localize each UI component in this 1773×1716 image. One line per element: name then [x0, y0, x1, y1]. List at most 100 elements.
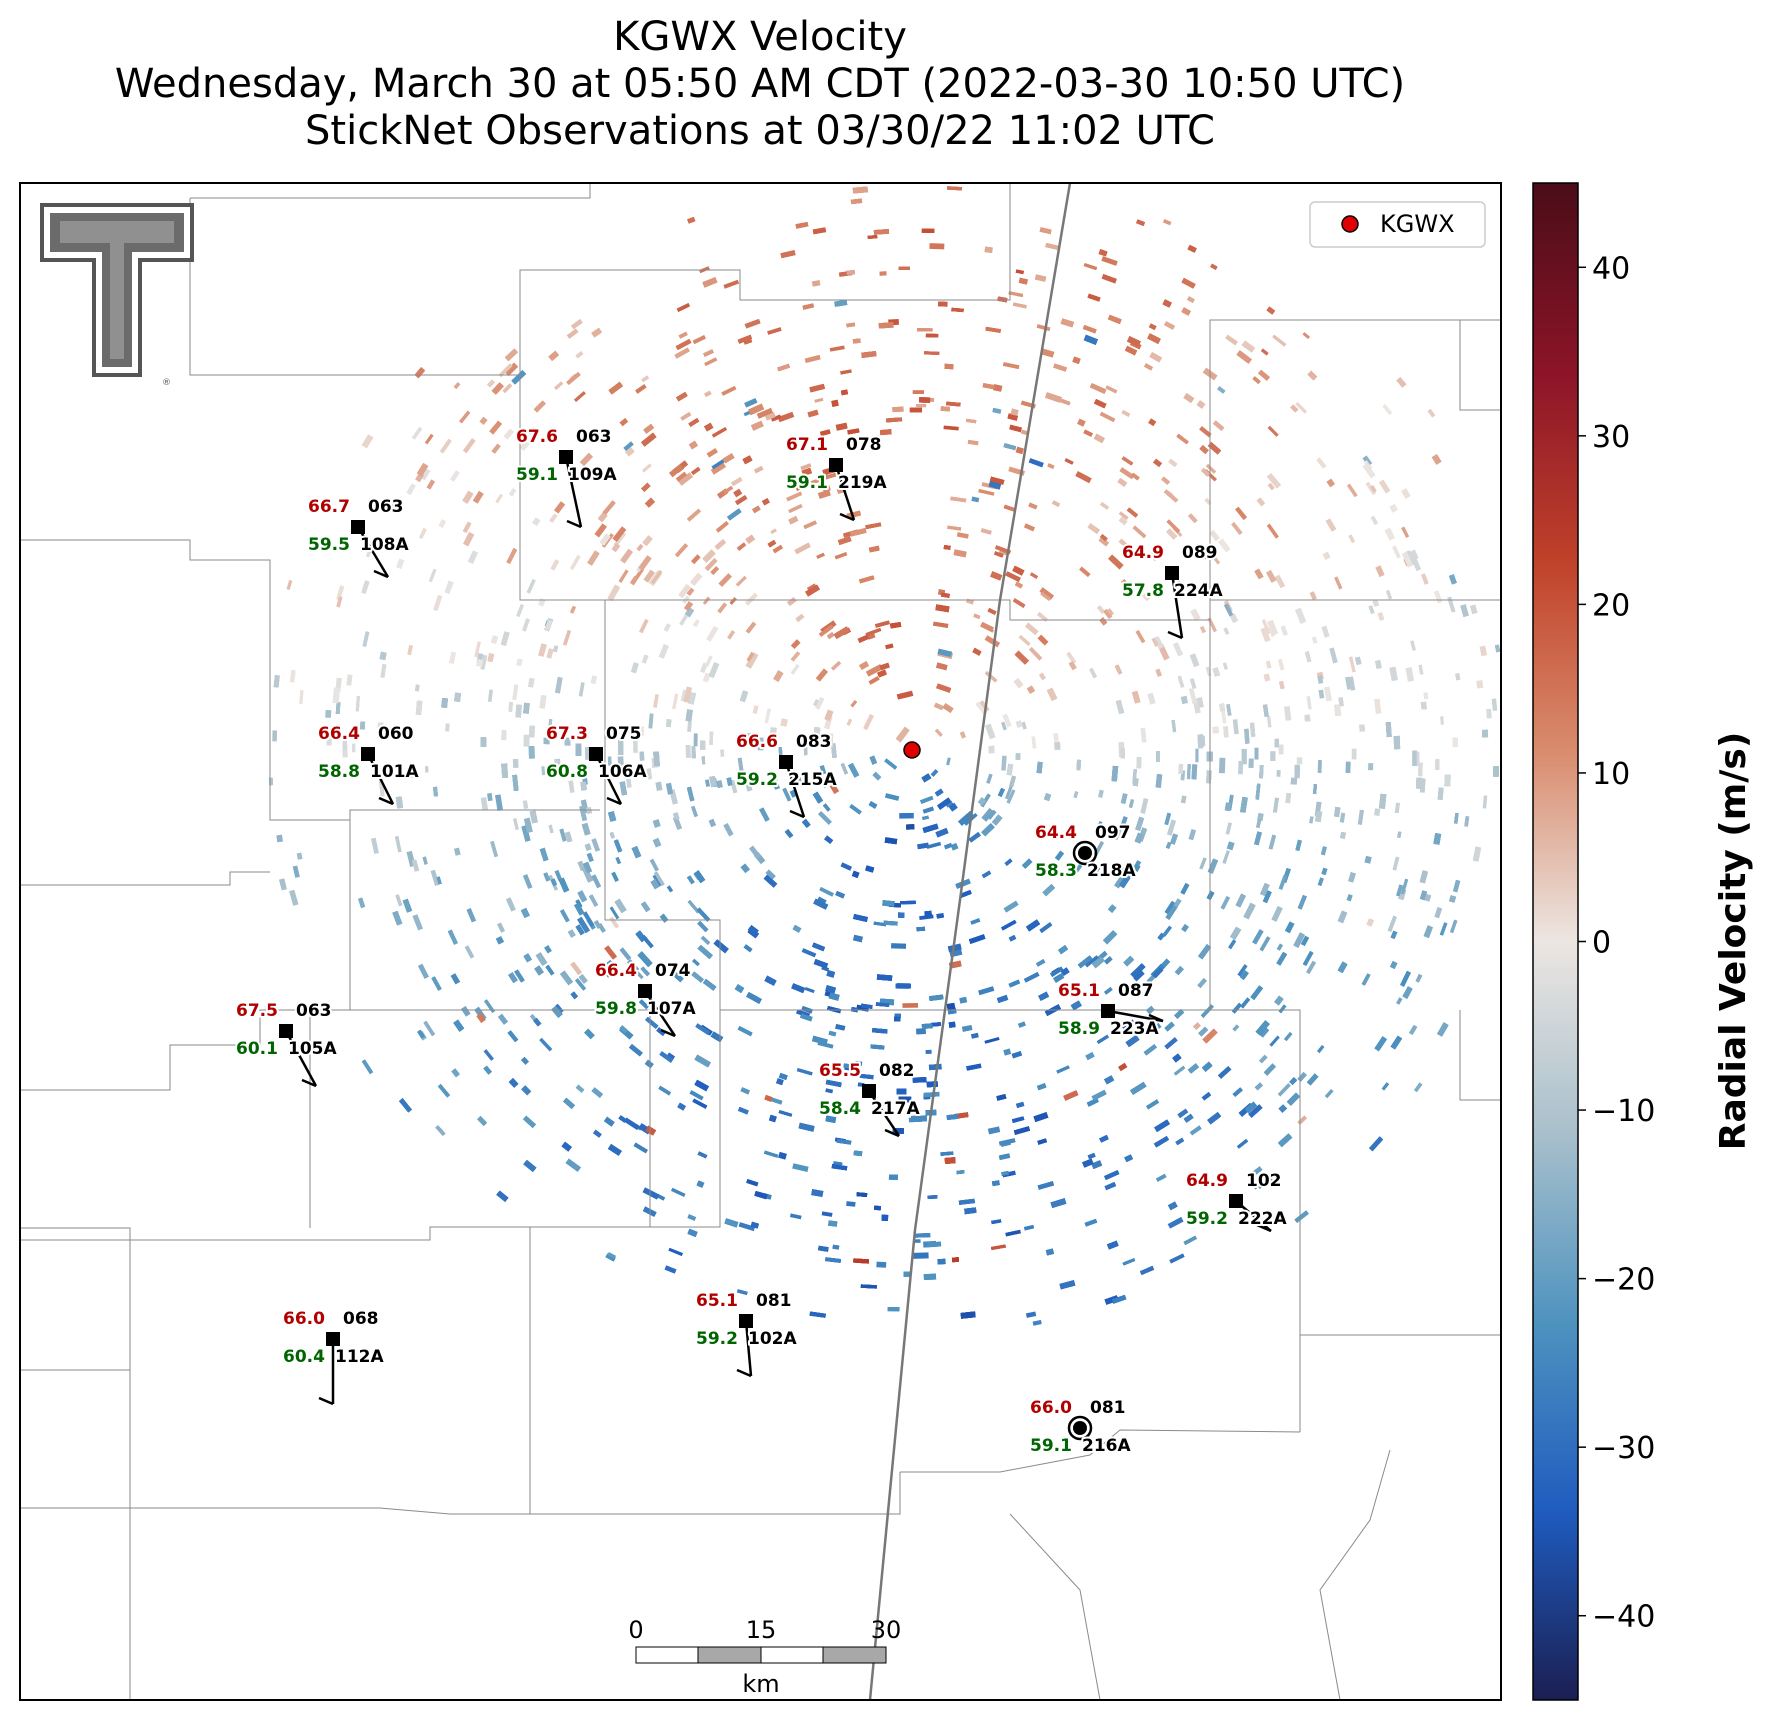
station-108a: 66.7 063 59.5 108A: [306, 495, 411, 579]
station-id: 215A: [788, 770, 837, 790]
station-id: 101A: [370, 762, 419, 782]
texas-tech-logo: ®: [40, 203, 194, 388]
station-102a: 65.1 081 59.2 102A: [694, 1289, 799, 1378]
station-dewpoint: 57.8: [1122, 581, 1164, 601]
calm-wind-icon: [1067, 1415, 1093, 1441]
colorbar-tick-label: 20: [1592, 588, 1630, 623]
wind-barb-icon: [784, 761, 806, 818]
station-dewpoint: 58.8: [318, 762, 360, 782]
station-id: 224A: [1174, 581, 1223, 601]
station-dewpoint: 58.3: [1035, 861, 1077, 881]
station-id: 108A: [360, 535, 409, 555]
colorbar-tick-label: 40: [1592, 251, 1630, 286]
map-legend: KGWX: [1309, 201, 1486, 248]
colorbar-tick-label: −40: [1592, 1600, 1655, 1635]
station-dewpoint: 59.8: [595, 999, 637, 1019]
wind-barb-icon: [564, 456, 583, 528]
colorbar: 40 30 20 10 0 −10 −20 −30 −40 Radial Velocity (m…: [1532, 182, 1754, 1701]
station-marker-icon: [559, 450, 573, 464]
station-218a: 64.4 097 58.3 218A: [1033, 821, 1138, 883]
station-id: 218A: [1087, 861, 1136, 881]
station-id: 216A: [1082, 1436, 1131, 1456]
station-wind-direction: 063: [368, 497, 404, 517]
calm-wind-icon: [1072, 840, 1098, 866]
title-line-2: Wednesday, March 30 at 05:50 AM CDT (202…: [114, 61, 1406, 107]
legend-marker-icon: [1341, 215, 1359, 233]
station-temperature: 66.0: [1030, 1398, 1072, 1418]
station-marker-icon: [1101, 1004, 1115, 1018]
station-marker-icon: [829, 458, 843, 472]
station-wind-direction: 060: [378, 724, 414, 744]
station-id: 112A: [335, 1347, 384, 1367]
station-dewpoint: 60.8: [546, 762, 588, 782]
wind-barb-flag-icon: [789, 809, 805, 819]
station-marker-icon: [779, 755, 793, 769]
wind-barb-flag-icon: [606, 796, 622, 806]
map-panel: 67.6 063 59.1 109A 67.1 078 59.1 219A 66.7 063 59.…: [19, 182, 1502, 1701]
station-dewpoint: 59.2: [696, 1329, 738, 1349]
station-temperature: 67.3: [546, 724, 588, 744]
wind-barb-flag-icon: [373, 569, 389, 579]
station-marker-icon: [638, 984, 652, 998]
station-wind-direction: 102: [1246, 1171, 1282, 1191]
station-wind-direction: 063: [576, 427, 612, 447]
station-105a: 67.5 063 60.1 105A: [234, 999, 339, 1088]
station-marker-icon: [1165, 566, 1179, 580]
station-temperature: 66.7: [308, 497, 350, 517]
station-wind-direction: 082: [879, 1061, 915, 1081]
station-dewpoint: 59.2: [1186, 1209, 1228, 1229]
radar-velocity-field: [268, 186, 1501, 1326]
station-dewpoint: 59.2: [736, 770, 778, 790]
wind-barb-icon: [867, 1090, 901, 1137]
station-marker-icon: [361, 747, 375, 761]
station-dewpoint: 60.4: [283, 1347, 325, 1367]
station-temperature: 64.9: [1186, 1171, 1228, 1191]
wind-barb-icon: [643, 990, 677, 1037]
station-217a: 65.5 082 58.4 217A: [817, 1059, 922, 1138]
title-line-3: StickNet Observations at 03/30/22 11:02 …: [305, 108, 1215, 154]
wind-barb-flag-icon: [318, 1396, 334, 1406]
station-wind-direction: 089: [1182, 543, 1218, 563]
wind-barb-icon: [744, 1320, 753, 1377]
scale-label-15: 15: [746, 1616, 777, 1644]
colorbar-tick-label: 10: [1592, 757, 1630, 792]
wind-barb-flag-icon: [566, 519, 582, 529]
wind-barb-flag-icon: [884, 1128, 900, 1138]
station-dewpoint: 58.9: [1058, 1019, 1100, 1039]
station-id: 222A: [1238, 1209, 1287, 1229]
colorbar-tick-label: −20: [1592, 1263, 1655, 1298]
station-temperature: 66.4: [595, 961, 637, 981]
station-temperature: 67.6: [516, 427, 558, 447]
wind-barb-flag-icon: [1167, 630, 1183, 640]
station-id: 109A: [568, 465, 617, 485]
wind-barb-flag-icon: [839, 512, 855, 522]
sticknet-stations: 67.6 063 59.1 109A 67.1 078 59.1 219A 66.7 063 59.…: [234, 425, 1289, 1458]
wind-barb-flag-icon: [1148, 1013, 1164, 1023]
wind-barb-icon: [834, 464, 856, 521]
legend-label: KGWX: [1380, 210, 1455, 238]
wind-barb-icon: [1107, 1009, 1164, 1023]
colorbar-label: Radial Velocity (m/s): [1713, 732, 1754, 1151]
wind-barb-icon: [1170, 572, 1184, 639]
station-wind-direction: 068: [343, 1309, 379, 1329]
station-wind-direction: 097: [1095, 823, 1131, 843]
station-216a: 66.0 081 59.1 216A: [1028, 1396, 1133, 1458]
station-temperature: 67.5: [236, 1001, 278, 1021]
kgwx-radar-site-marker: [903, 741, 921, 759]
station-temperature: 64.4: [1035, 823, 1077, 843]
colorbar-ticks: 40 30 20 10 0 −10 −20 −30 −40: [1578, 251, 1655, 1635]
station-wind-direction: 063: [296, 1001, 332, 1021]
scale-label-0: 0: [628, 1616, 643, 1644]
wind-barb-flag-icon: [1256, 1223, 1272, 1233]
station-223a: 65.1 087 58.9 223A: [1056, 979, 1164, 1041]
colorbar-tick-label: 0: [1592, 926, 1611, 961]
station-wind-direction: 074: [655, 961, 691, 981]
colorbar-tick-label: 30: [1592, 420, 1630, 455]
station-wind-direction: 078: [846, 435, 882, 455]
station-id: 223A: [1110, 1019, 1159, 1039]
station-temperature: 65.1: [696, 1291, 738, 1311]
station-106a: 67.3 075 60.8 106A: [544, 722, 649, 806]
figure-title: KGWX Velocity Wednesday, March 30 at 05:…: [0, 14, 1520, 155]
station-temperature: 66.4: [318, 724, 360, 744]
